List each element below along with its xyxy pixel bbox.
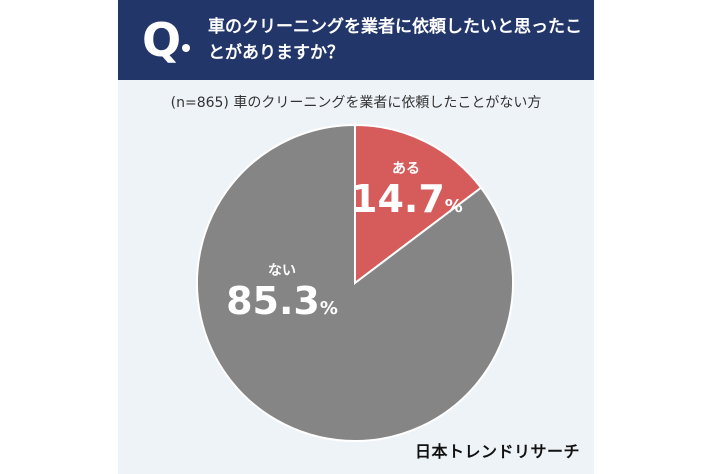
brand-logo: 日本トレンドリサーチ — [414, 442, 580, 461]
slice-name-aru: ある — [392, 161, 420, 177]
sample-description: (n=865) 車のクリーニングを業者に依頼したことがない方 — [170, 95, 542, 111]
q-letter: Q — [142, 13, 182, 67]
question-text: 車のクリーニングを業者に依頼したいと思ったことがありますか？ — [208, 17, 582, 63]
slice-label-nai: ない 85.3% — [222, 262, 342, 330]
slice-name-nai: ない — [268, 263, 296, 279]
slice-value-nai: 85.3% — [222, 280, 342, 330]
slice-value-aru-unit: % — [444, 196, 463, 217]
slice-label-aru: ある 14.7% — [351, 160, 463, 228]
infographic-panel: Q 車のクリーニングを業者に依頼したいと思ったことがありますか？ (n=865)… — [118, 0, 594, 474]
q-dot — [182, 44, 190, 52]
slice-value-aru: 14.7% — [351, 177, 463, 228]
pie-slice-nai — [196, 123, 514, 442]
pie-chart — [196, 123, 514, 442]
slice-value-aru-number: 14.7 — [351, 177, 445, 221]
slice-value-nai-number: 85.3 — [226, 279, 320, 323]
pie-slice-aru — [354, 123, 483, 286]
question-header: Q 車のクリーニングを業者に依頼したいと思ったことがありますか？ — [118, 0, 594, 80]
slice-value-nai-unit: % — [319, 298, 338, 319]
